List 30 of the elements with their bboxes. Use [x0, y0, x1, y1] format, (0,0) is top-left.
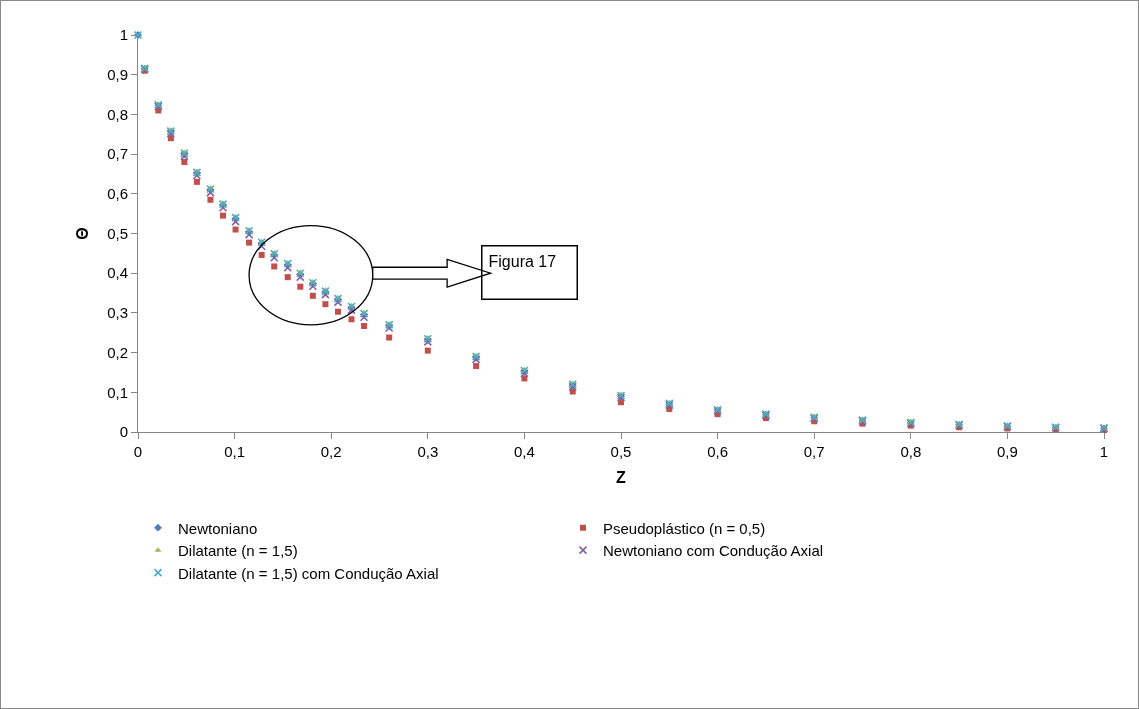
legend-label: Newtoniano com Condução Axial [603, 542, 824, 559]
annotation: Figura 17 [488, 252, 557, 270]
x-tick-label: 0,6 [707, 443, 729, 460]
y-tick-label: 1 [119, 26, 128, 44]
x-axis-title: Z [616, 468, 627, 486]
y-tick-label: 0,8 [107, 105, 128, 123]
x-tick-label: 0,8 [900, 443, 922, 460]
y-axis-title: Θ [74, 227, 92, 240]
y-tick-label: 0,9 [107, 65, 128, 83]
y-tick-label: 0,7 [107, 145, 128, 163]
x-tick-label: 0,1 [224, 443, 246, 460]
x-tick-label: 1 [1099, 443, 1109, 460]
x-tick-label: 0,7 [803, 443, 825, 460]
x-tick-label: 0,4 [513, 443, 535, 460]
y-tick-label: 0,2 [107, 343, 128, 361]
y-tick-label: 0,1 [107, 383, 128, 401]
x-tick-label: 0,9 [996, 443, 1018, 460]
x-tick-label: 0 [133, 443, 143, 460]
x-tick-label: 0,5 [610, 443, 632, 460]
y-tick-label: 0,6 [107, 185, 128, 203]
x-tick-label: 0,2 [320, 443, 342, 460]
legend-label: Newtoniano [178, 519, 258, 537]
legend-label: Dilatante (n = 1,5) com Condução Axial [178, 564, 439, 582]
y-tick-label: 0 [119, 423, 128, 441]
y-tick-label: 0,3 [107, 304, 128, 322]
legend-label: Dilatante (n = 1,5) [178, 542, 298, 559]
y-tick-label: 0,5 [107, 224, 128, 242]
x-tick-label: 0,3 [417, 443, 439, 460]
legend-label: Pseudoplástico (n = 0,5) [603, 519, 766, 537]
y-tick-label: 0,4 [107, 264, 128, 282]
